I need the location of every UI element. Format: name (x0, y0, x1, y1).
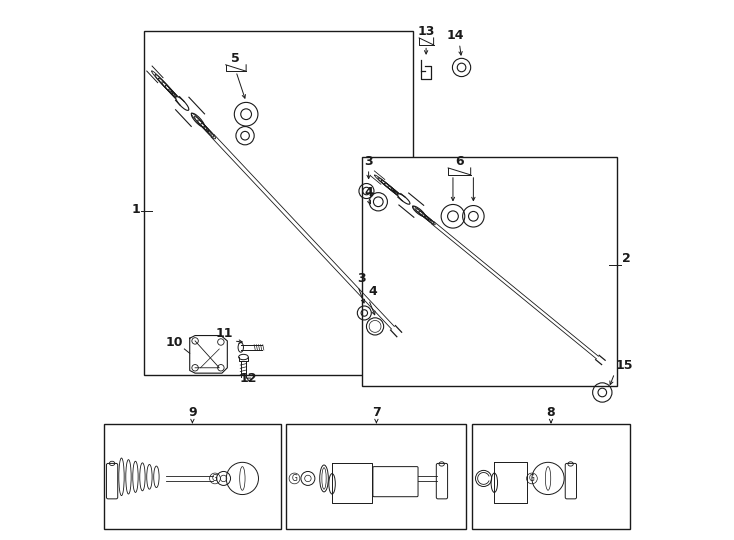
Ellipse shape (413, 206, 425, 217)
Text: 1: 1 (131, 203, 140, 217)
Bar (103, 424, 281, 529)
Bar (286, 424, 466, 529)
Text: 11: 11 (215, 327, 233, 340)
Text: 12: 12 (240, 372, 258, 385)
Circle shape (192, 364, 198, 371)
Ellipse shape (192, 113, 205, 127)
Bar (362, 157, 617, 386)
Text: 6: 6 (455, 155, 464, 168)
Text: 7: 7 (372, 406, 381, 419)
Text: 3: 3 (357, 272, 366, 285)
Circle shape (218, 339, 224, 345)
Ellipse shape (398, 194, 410, 204)
Text: 13: 13 (418, 25, 435, 38)
Text: 9: 9 (188, 406, 197, 419)
Text: G: G (529, 474, 535, 483)
Text: 5: 5 (231, 52, 240, 65)
Text: G: G (212, 474, 218, 483)
Text: 3: 3 (364, 155, 373, 168)
Text: G: G (291, 474, 297, 483)
Text: 4: 4 (368, 286, 377, 299)
Text: 4: 4 (364, 186, 373, 199)
Circle shape (218, 364, 224, 371)
Text: 2: 2 (622, 252, 631, 265)
Ellipse shape (175, 97, 189, 110)
Text: 15: 15 (616, 359, 633, 372)
Text: 8: 8 (547, 406, 556, 419)
Text: 14: 14 (447, 29, 465, 42)
Circle shape (192, 338, 198, 344)
Text: 10: 10 (166, 336, 184, 349)
Bar (472, 424, 631, 529)
Bar (144, 31, 413, 375)
